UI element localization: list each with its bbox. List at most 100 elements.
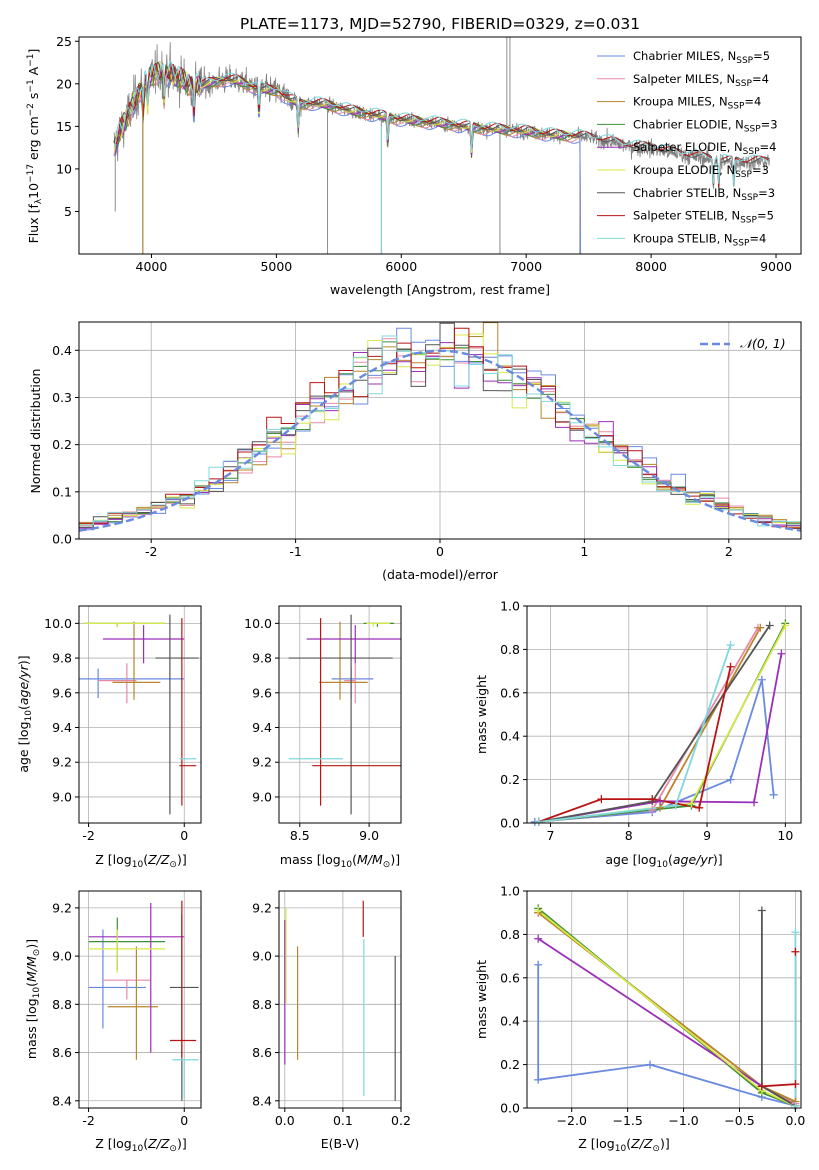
weight-vs-age-xlabel-part: age/yr (673, 852, 714, 867)
age-vs-Z-ytick-label: 9.2 (52, 755, 72, 770)
age-vs-Z-ylabel-part: age [log (16, 721, 31, 772)
legend-label-salpeter-miles-n-part: SSP (735, 79, 752, 89)
age-vs-Z-axes: -2 0 9.0 9.2 9.4 9.6 9.8 10.0 Z [log10​(Z/Z⊙​)] a… (16, 605, 202, 870)
legend-label-chabrier-elodie-n-part: SSP (744, 124, 761, 134)
weight-marker-chabrier-miles (726, 775, 735, 784)
weight-marker-salpeter-stelib (695, 803, 704, 812)
mass-vs-Z-ylabel-part: M/M (24, 956, 39, 982)
weight-line-salpeter-elodie (537, 937, 796, 1107)
legend-label-chabrier-miles-n: Chabrier MILES, NSSP​=5 (633, 49, 770, 66)
legend-label-salpeter-stelib-n-part: Salpeter STELIB, N (633, 209, 740, 223)
weight-marker-salpeter-stelib (791, 1080, 800, 1089)
legend-label-kroupa-elodie-n-part: Kroupa ELODIE, N (633, 163, 735, 177)
weight-vs-age-xlabel-part: )] (713, 852, 723, 867)
age-vs-Z-xlabel-part: ( (143, 852, 148, 867)
legend-label-chabrier-stelib-n-part: =3 (758, 186, 775, 200)
weight-marker-kroupa-elodie (534, 906, 543, 915)
residuals-ytick-label: 0.3 (52, 390, 72, 405)
spectrum-ylabel-part: λ (34, 198, 44, 204)
age-vs-Z-xlabel-part: ⊙ (169, 860, 177, 870)
spectrum-xtick-label: 6000 (385, 259, 417, 274)
spectrum-legend: Chabrier MILES, NSSP​=5 Salpeter MILES, N… (597, 49, 778, 248)
legend-label-normal: 𝒩(0, 1) (740, 336, 786, 351)
weight-marker-kroupa-stelib (534, 817, 543, 826)
spectrum-ylabel-part: −17 (26, 164, 36, 183)
residuals-xlabel: (data-model)/error (382, 567, 499, 582)
age-vs-Z-xlabel: Z [log10​(Z/Z⊙​)] (95, 852, 186, 870)
weight-marker-chabrier-miles (757, 675, 766, 684)
mass-vs-Z-xlabel-part: ⊙ (169, 1144, 177, 1154)
age-vs-mass-ytick-label: 9.0 (252, 789, 272, 804)
spectrum-frame (78, 36, 802, 255)
weight-marker-chabrier-stelib (765, 621, 774, 630)
legend-label-chabrier-elodie-n: Chabrier ELODIE, NSSP​=3 (633, 117, 778, 134)
legend-label-salpeter-miles-n-part: Salpeter MILES, N (633, 72, 735, 86)
age-vs-mass-ytick-label: 9.2 (252, 755, 272, 770)
spectrum-plot-area (113, 37, 771, 254)
residuals-xtick-label: 1 (580, 544, 588, 559)
mass-vs-EBV-plot-area (284, 900, 396, 1101)
spectrum-xtick-label: 4000 (136, 259, 168, 274)
residuals-xtick-label: 0 (436, 544, 444, 559)
weight-line-salpeter-stelib (761, 951, 797, 1106)
weight-marker-salpeter-elodie (656, 797, 665, 806)
weight-line-chabrier-stelib (761, 910, 796, 1107)
mass-vs-Z-xlabel-part: Z/Z (147, 1136, 170, 1151)
age-vs-Z-ylabel-part: ( (16, 705, 31, 710)
weight-vs-Z-ylabel: mass weight (474, 960, 489, 1039)
legend-label-kroupa-elodie-n-part: =3 (752, 163, 769, 177)
legend-label-kroupa-miles-n: Kroupa MILES, NSSP​=4 (633, 95, 761, 112)
mass-vs-Z-xlabel-part: )] (177, 1136, 187, 1151)
weight-vs-age-ytick-label: 0.2 (500, 772, 520, 787)
mass-vs-EBV-xtick-label: 0.0 (275, 1113, 295, 1128)
mass-vs-Z-axes: -2 0 8.4 8.6 8.8 9.0 9.2 Z [log10​(Z/Z⊙​)] mass … (24, 890, 202, 1154)
age-vs-Z-ytick-label: 9.6 (52, 685, 72, 700)
age-vs-Z-ytick-label: 9.0 (52, 789, 72, 804)
legend-label-salpeter-elodie-n-part: Salpeter ELODIE, N (633, 140, 743, 154)
mass-vs-Z-xlabel-part: 10 (132, 1144, 144, 1154)
age-vs-mass-xlabel-part: )] (390, 852, 400, 867)
spectrum-axes: 4000 5000 6000 7000 8000 9000 5 10 15 20 25 wavelen… (26, 34, 802, 297)
weight-vs-age-ytick-label: 0.0 (500, 816, 520, 831)
weight-marker-salpeter-elodie (777, 649, 786, 658)
weight-line-chabrier-miles (537, 964, 796, 1107)
spectrum-ylabel-part: s (26, 93, 41, 104)
residuals-xtick-label: -1 (289, 544, 301, 559)
age-vs-Z-ylabel-part: 10 (24, 710, 34, 722)
age-vs-mass-ytick-label: 9.6 (252, 685, 272, 700)
legend-label-kroupa-miles-n-part: Kroupa MILES, N (633, 95, 728, 109)
spectrum-model-kroupa-elodie (113, 60, 580, 154)
mass-vs-Z-xlabel-part: Z [log (95, 1136, 131, 1151)
spectrum-ylabel-part: ] (26, 49, 41, 54)
legend-label-salpeter-stelib-n: Salpeter STELIB, NSSP​=5 (633, 209, 774, 226)
weight-marker-kroupa-miles (756, 623, 765, 632)
weight-marker-salpeter-stelib (648, 795, 657, 804)
age-vs-Z-ylabel: age [log10​(age/yr)] (16, 655, 34, 772)
mass-vs-Z-ylabel-part: 10 (32, 987, 42, 999)
weight-marker-salpeter-elodie (750, 798, 759, 807)
mass-vs-EBV-ytick-label: 8.8 (252, 997, 272, 1012)
weight-vs-age-ytick-label: 1.0 (500, 599, 520, 614)
residuals-xtick-label: -2 (145, 544, 157, 559)
spectrum-ylabel-part: −2 (26, 103, 36, 116)
weight-marker-chabrier-miles (646, 1060, 655, 1069)
weight-marker-salpeter-stelib (757, 1082, 766, 1091)
mass-vs-EBV-ytick-label: 8.4 (252, 1093, 272, 1108)
weight-marker-kroupa-elodie (781, 621, 790, 630)
spectrum-ylabel: Flux [fλ​10−17​ erg cm−2​ s−1​ A−1​] (26, 49, 44, 244)
weight-marker-chabrier-stelib (757, 906, 766, 915)
mass-vs-Z-ylabel-part: mass [log (24, 998, 39, 1059)
legend-label-kroupa-elodie-n: Kroupa ELODIE, NSSP​=3 (633, 163, 769, 180)
weight-marker-chabrier-miles (534, 1075, 543, 1084)
age-vs-Z-ytick-label: 9.8 (52, 651, 72, 666)
age-vs-Z-xlabel-part: 10 (132, 860, 144, 870)
spectrum-xtick-label: 8000 (635, 259, 667, 274)
residuals-ytick-label: 0.1 (52, 484, 72, 499)
spectrum-model-salpeter-stelib (113, 62, 771, 188)
age-vs-Z-ylabel-part: age/yr (16, 664, 31, 705)
spectrum-ylabel-part: 10 (26, 183, 41, 199)
age-vs-Z-ytick-label: 10.0 (44, 616, 72, 631)
weight-vs-age-xtick-label: 9 (703, 828, 711, 843)
mass-vs-Z-xtick-label: -2 (82, 1113, 94, 1128)
weight-marker-kroupa-stelib (671, 801, 680, 810)
